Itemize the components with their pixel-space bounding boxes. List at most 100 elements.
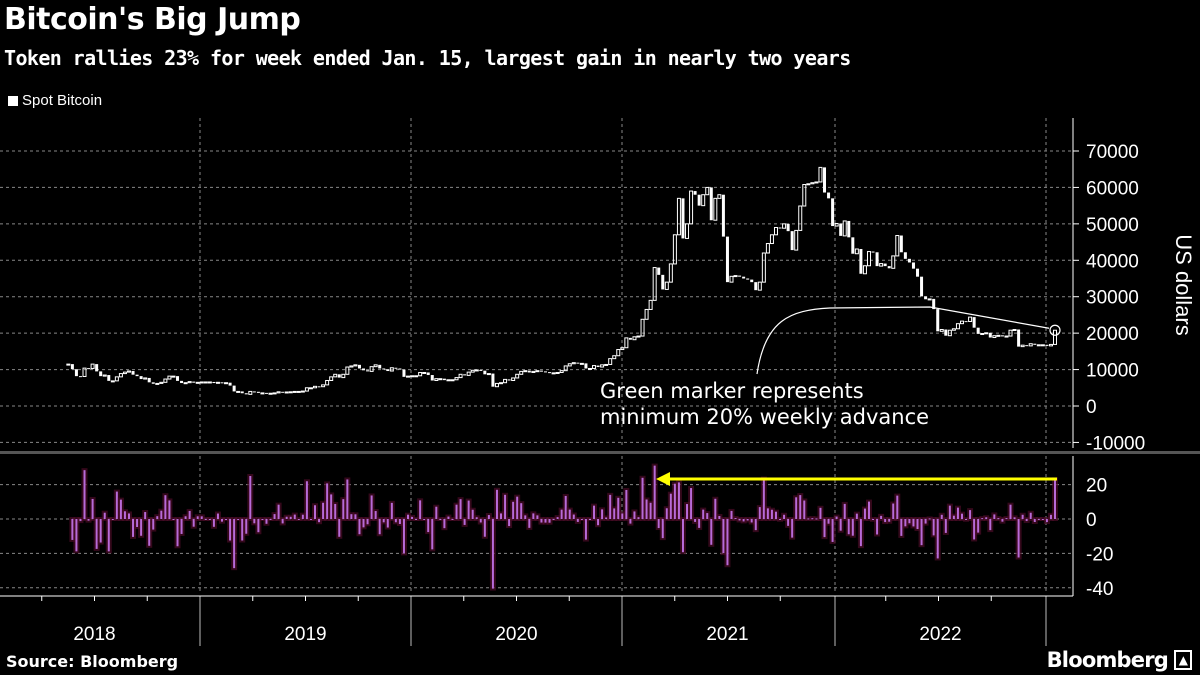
candle	[341, 373, 346, 379]
candle	[924, 296, 928, 300]
candle	[980, 333, 985, 336]
change-bar	[386, 519, 389, 528]
change-bar	[358, 519, 361, 535]
change-bar	[912, 519, 915, 527]
change-bar	[144, 512, 147, 519]
y-tick-label: 0	[1086, 397, 1097, 418]
change-bar	[888, 519, 891, 522]
change-bar	[827, 519, 830, 524]
candle	[527, 370, 531, 373]
annotation-line-2: minimum 20% weekly advance	[600, 405, 929, 429]
change-bar	[993, 514, 996, 519]
candle	[422, 371, 427, 374]
change-bar	[625, 489, 628, 519]
change-bar	[127, 513, 130, 519]
change-bar	[997, 518, 1000, 520]
change-bar	[334, 503, 337, 519]
change-bar	[681, 519, 684, 553]
change-bar	[730, 510, 733, 519]
candle	[163, 378, 168, 383]
change-bar	[411, 516, 414, 519]
candle	[192, 381, 196, 383]
candle	[927, 298, 932, 301]
legend-swatch	[8, 95, 18, 106]
candle	[147, 377, 151, 383]
change-bar	[742, 519, 745, 522]
change-bar	[645, 499, 648, 519]
candle	[765, 243, 770, 254]
candle	[895, 235, 900, 257]
candle	[539, 370, 543, 372]
change-bar	[795, 497, 798, 519]
candle	[738, 275, 742, 277]
change-bar	[1033, 519, 1036, 523]
candle	[70, 364, 74, 370]
candle	[851, 237, 855, 254]
change-bar	[75, 519, 78, 552]
change-bar	[981, 518, 984, 520]
candle	[386, 369, 390, 372]
candle	[284, 391, 289, 394]
change-bar	[423, 519, 426, 520]
candle	[220, 382, 224, 384]
candle	[195, 381, 200, 384]
change-bar	[99, 519, 102, 543]
change-bar	[103, 512, 106, 519]
candle	[951, 328, 956, 331]
change-bar	[702, 509, 705, 519]
candle	[95, 364, 99, 372]
candle	[871, 251, 875, 253]
change-bar	[419, 500, 422, 519]
candle	[345, 366, 350, 375]
change-bar	[924, 519, 927, 524]
candle	[1036, 344, 1041, 347]
change-bar	[944, 519, 947, 533]
change-bar	[1054, 479, 1056, 519]
change-bar	[180, 519, 183, 534]
candle	[664, 281, 669, 290]
change-bar	[362, 519, 365, 528]
candle	[984, 332, 989, 335]
change-bar	[605, 517, 608, 519]
candle	[947, 329, 952, 337]
candle	[151, 382, 155, 384]
candle	[357, 364, 361, 369]
candle	[171, 375, 176, 378]
change-bar	[168, 500, 171, 519]
change-bar	[690, 488, 693, 519]
change-bar	[908, 519, 911, 524]
change-bar	[366, 519, 369, 525]
change-bar	[762, 478, 765, 519]
candle	[523, 370, 528, 373]
change-bar	[835, 516, 838, 519]
candle	[668, 263, 673, 283]
change-bar	[617, 497, 620, 519]
change-bar	[839, 519, 842, 531]
candle	[126, 370, 131, 373]
candle	[632, 336, 637, 341]
change-bar	[463, 519, 466, 525]
candle	[750, 279, 754, 283]
change-bar	[880, 515, 883, 519]
candle	[414, 375, 419, 378]
candle	[725, 236, 729, 283]
candle	[1040, 344, 1045, 347]
candle	[394, 367, 398, 369]
change-bar	[225, 519, 228, 520]
logo-text: Bloomberg	[1046, 648, 1169, 672]
change-bar	[783, 514, 786, 519]
change-bar	[892, 503, 895, 519]
candle	[207, 381, 212, 384]
candle	[859, 248, 863, 274]
change-bar	[884, 519, 887, 523]
change-bar	[851, 519, 854, 536]
candle	[657, 267, 661, 275]
change-bar	[952, 515, 955, 519]
candle	[398, 368, 402, 370]
change-bar	[815, 518, 818, 520]
candle	[187, 381, 192, 384]
change-bar	[132, 519, 135, 537]
candle	[713, 197, 718, 221]
candle	[118, 373, 123, 378]
chart-title: Bitcoin's Big Jump	[4, 2, 301, 37]
